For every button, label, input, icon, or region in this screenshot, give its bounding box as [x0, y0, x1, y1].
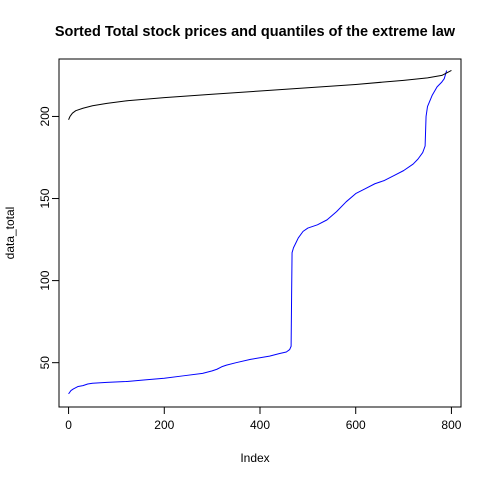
plot-frame	[58, 58, 462, 408]
y-axis-label: data_total	[3, 207, 17, 260]
y-tick-label: 100	[38, 270, 52, 290]
y-tick-label: 50	[38, 356, 52, 370]
x-tick-label: 600	[346, 418, 366, 432]
x-tick-label: 400	[250, 418, 270, 432]
series-layer	[68, 70, 452, 395]
y-axis: 50 100 150 200	[38, 106, 60, 370]
x-tick-label: 800	[441, 418, 461, 432]
y-tick-label: 200	[38, 106, 52, 126]
x-tick-label: 0	[65, 418, 72, 432]
x-tick-label: 200	[154, 418, 174, 432]
series-line-2	[68, 70, 452, 120]
series-line-1	[68, 70, 448, 395]
x-axis-label: Index	[240, 451, 269, 465]
chart-title: Sorted Total stock prices and quantiles …	[55, 24, 456, 40]
x-axis: 0 200 400 600 800	[65, 406, 462, 432]
y-tick-label: 150	[38, 188, 52, 208]
